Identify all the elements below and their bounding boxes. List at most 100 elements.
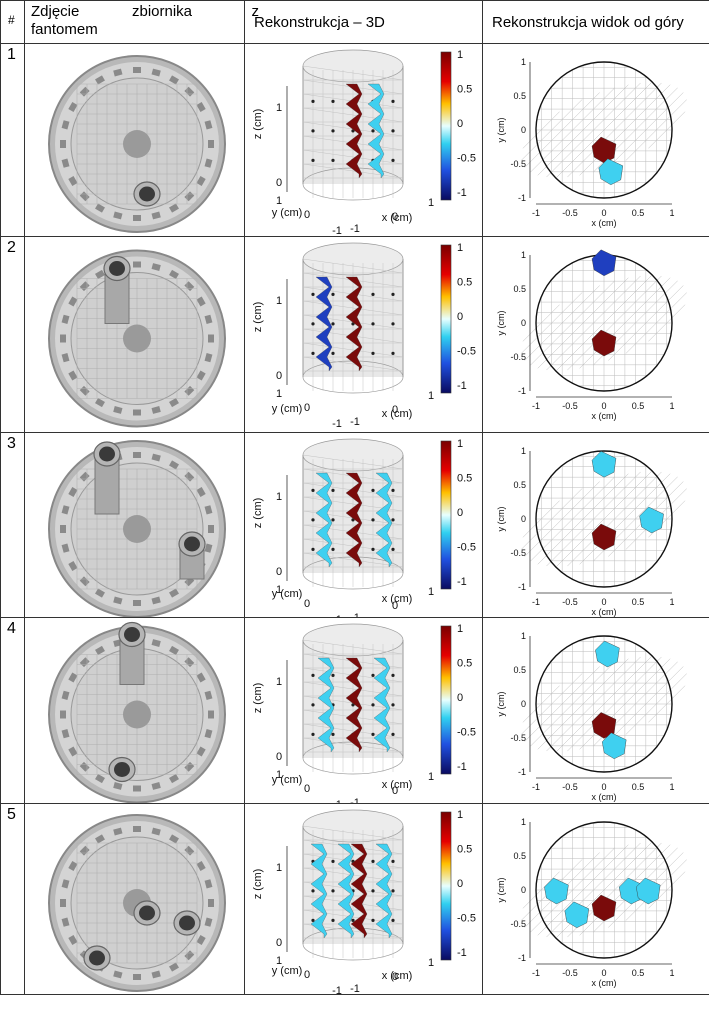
header-number: # bbox=[0, 0, 25, 44]
y-tick: 0 bbox=[521, 885, 526, 895]
x-tick: 1 bbox=[428, 586, 434, 598]
recon-top-figure: 1 0.5 0 -0.5 -1 -1 -0.5 0 0.5 1 y (cm) x (cm) bbox=[496, 446, 687, 617]
x-tick: -1 bbox=[350, 223, 360, 235]
reconstruction-inclusion bbox=[345, 276, 363, 372]
recon-top-figure: 1 0.5 0 -0.5 -1 -1 -0.5 0 0.5 1 y (cm) x (cm) bbox=[496, 249, 687, 421]
x-tick: 0 bbox=[601, 968, 606, 978]
axes-top: 1 0.5 0 -0.5 -1 -1 -0.5 0 0.5 1 y (cm) x (cm) bbox=[496, 250, 675, 421]
recon-top-cell: 1 0.5 0 -0.5 -1 -1 -0.5 0 0.5 1 y (cm) x (cm) bbox=[482, 43, 709, 237]
y-tick: -0.5 bbox=[510, 919, 526, 929]
top-view-mesh bbox=[521, 254, 687, 392]
z-tick: 1 bbox=[276, 491, 282, 503]
x-tick: 1 bbox=[428, 390, 434, 402]
axes-3d: z (cm)10y (cm)10-1x (cm)-101 bbox=[252, 660, 434, 803]
photo-cell bbox=[24, 43, 245, 237]
reconstruction-inclusion bbox=[310, 843, 328, 939]
x-tick: -1 bbox=[350, 416, 360, 428]
colorbar: 1 0.5 0 -0.5 -1 bbox=[440, 809, 476, 961]
z-axis-label: z (cm) bbox=[252, 498, 264, 529]
x-axis-label: x (cm) bbox=[382, 779, 413, 791]
y-tick: -1 bbox=[518, 193, 526, 203]
y-axis-label: y (cm) bbox=[496, 118, 506, 143]
result-row: 4z (cm)10y (cm)10-1x (cm)-10110.50-0.5-1… bbox=[0, 617, 709, 804]
y-tick: 0 bbox=[304, 969, 310, 981]
colorbar-tick: -0.5 bbox=[457, 913, 476, 925]
top-view-mesh bbox=[521, 821, 687, 959]
x-tick: 0 bbox=[392, 404, 398, 416]
y-tick: 0 bbox=[304, 598, 310, 610]
reconstruction-inclusion bbox=[350, 843, 368, 939]
row-number-cell: 1 bbox=[0, 43, 25, 237]
photo-figure bbox=[48, 814, 226, 992]
x-tick: -0.5 bbox=[562, 968, 578, 978]
colorbar: 1 0.5 0 -0.5 -1 bbox=[440, 623, 476, 775]
y-axis-label: y (cm) bbox=[272, 588, 303, 600]
x-tick: 1 bbox=[428, 197, 434, 209]
recon-top-figure: 1 0.5 0 -0.5 -1 -1 -0.5 0 0.5 1 y (cm) x (cm) bbox=[496, 817, 687, 988]
z-tick: 1 bbox=[276, 676, 282, 688]
z-axis-label: z (cm) bbox=[252, 869, 264, 900]
y-tick: -0.5 bbox=[510, 352, 526, 362]
tank-photo bbox=[48, 621, 226, 803]
tank-mesh bbox=[76, 278, 198, 399]
top-view-mesh bbox=[521, 450, 687, 588]
x-tick: 0.5 bbox=[632, 208, 645, 218]
colorbar-tick: -0.5 bbox=[457, 542, 476, 554]
reconstruction-inclusion bbox=[345, 472, 363, 568]
x-tick: -0.5 bbox=[562, 208, 578, 218]
y-axis-label: y (cm) bbox=[272, 965, 303, 977]
colorbar: 1 0.5 0 -0.5 -1 bbox=[440, 242, 476, 394]
colorbar-tick: 0 bbox=[457, 311, 463, 323]
colorbar-tick: 0 bbox=[457, 878, 463, 890]
cylinder-mesh bbox=[302, 49, 404, 201]
photo-cell bbox=[24, 803, 245, 995]
reconstruction-inclusion bbox=[591, 523, 617, 551]
y-tick: 1 bbox=[521, 817, 526, 827]
x-tick: 0 bbox=[601, 597, 606, 607]
y-axis-label: y (cm) bbox=[496, 507, 506, 532]
header-recon-3d: Rekonstrukcja – 3D bbox=[244, 0, 483, 44]
colorbar-tick: 0.5 bbox=[457, 277, 472, 289]
colorbar-tick: -1 bbox=[457, 761, 467, 773]
recon-top-cell: 1 0.5 0 -0.5 -1 -1 -0.5 0 0.5 1 y (cm) x (cm) bbox=[482, 617, 709, 804]
reconstruction-inclusion bbox=[591, 450, 617, 478]
photo-cell bbox=[24, 617, 245, 804]
reconstruction-inclusion bbox=[375, 843, 393, 939]
colorbar-tick: -0.5 bbox=[457, 153, 476, 165]
row-number: 2 bbox=[7, 239, 16, 256]
recon-top-cell: 1 0.5 0 -0.5 -1 -1 -0.5 0 0.5 1 y (cm) x (cm) bbox=[482, 803, 709, 995]
x-tick: 1 bbox=[669, 208, 674, 218]
colorbar-tick: 1 bbox=[457, 623, 463, 635]
x-tick: -1 bbox=[532, 782, 540, 792]
reconstruction-inclusion bbox=[315, 472, 333, 568]
reconstruction-inclusion bbox=[591, 329, 617, 357]
y-tick: -1 bbox=[332, 418, 342, 430]
photo-figure bbox=[48, 249, 226, 428]
axes-top: 1 0.5 0 -0.5 -1 -1 -0.5 0 0.5 1 y (cm) x (cm) bbox=[496, 57, 675, 228]
photo-cell bbox=[24, 432, 245, 618]
y-tick: -1 bbox=[518, 386, 526, 396]
y-tick: -1 bbox=[332, 985, 342, 994]
x-tick: 0 bbox=[392, 211, 398, 223]
x-tick: -0.5 bbox=[562, 782, 578, 792]
z-tick: 0 bbox=[276, 751, 282, 763]
x-tick: -0.5 bbox=[562, 597, 578, 607]
x-axis-label: x (cm) bbox=[592, 411, 617, 421]
photo-figure bbox=[48, 440, 226, 617]
reconstruction-inclusion bbox=[367, 83, 385, 179]
axes-3d: z (cm)10y (cm)10-1x (cm)-101 bbox=[252, 846, 434, 994]
photo-cell bbox=[24, 236, 245, 433]
x-tick: 1 bbox=[669, 597, 674, 607]
x-tick: -1 bbox=[532, 208, 540, 218]
y-tick: -1 bbox=[332, 614, 342, 617]
row-number-cell: 5 bbox=[0, 803, 25, 995]
x-tick: 1 bbox=[669, 968, 674, 978]
z-tick: 0 bbox=[276, 177, 282, 189]
phantom-pipe bbox=[103, 255, 131, 324]
y-tick: 1 bbox=[276, 769, 282, 781]
colorbar-tick: 1 bbox=[457, 49, 463, 61]
y-tick: 0 bbox=[304, 209, 310, 221]
